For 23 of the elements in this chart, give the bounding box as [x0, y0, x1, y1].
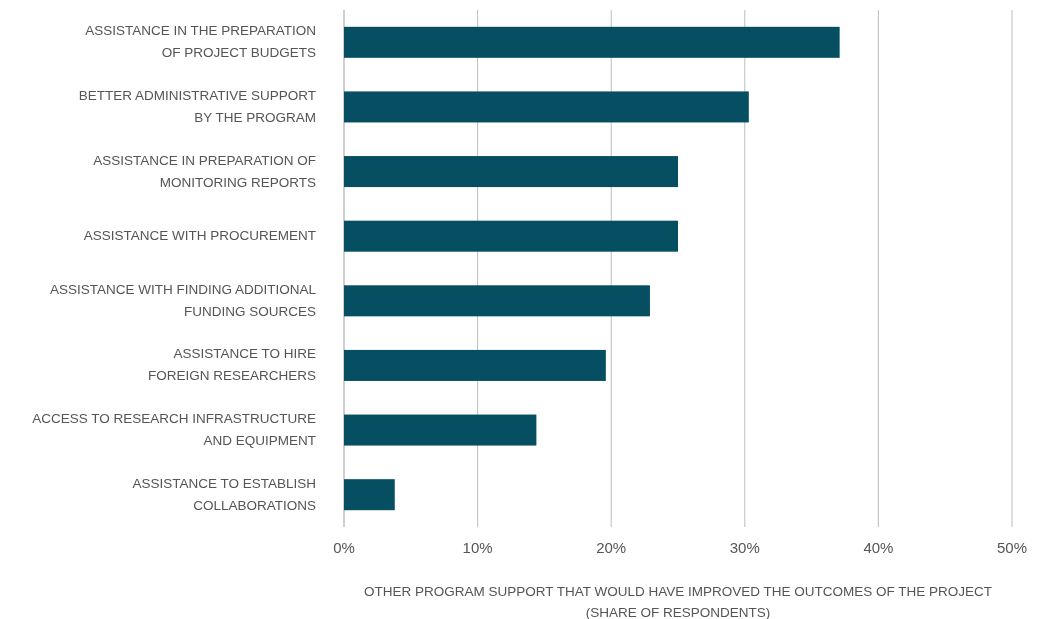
bar — [344, 349, 606, 381]
bar — [344, 26, 840, 58]
bar — [344, 414, 537, 446]
y-tick-label: ASSISTANCE TO ESTABLISH COLLABORATIONS — [132, 475, 316, 513]
x-axis-title: OTHER PROGRAM SUPPORT THAT WOULD HAVE IMPROVED THE OUTCOMES OF THE PROJECT (SHARE OF RESPONDENTS) — [363, 583, 993, 619]
bar — [344, 220, 678, 252]
y-tick-label: ASSISTANCE WITH FINDING ADDITIONAL FUNDING SOURCES — [49, 281, 317, 319]
x-tick-label: 40% — [863, 538, 894, 556]
y-tick-label: ASSISTANCE IN PREPARATION OF MONITORING REPORTS — [93, 152, 316, 190]
bar — [344, 156, 678, 188]
y-tick-label: ASSISTANCE TO HIRE FOREIGN RESEARCHERS — [147, 346, 316, 383]
x-tick-label: 10% — [462, 538, 493, 556]
x-tick-label: 50% — [996, 538, 1028, 556]
y-tick-label: BETTER ADMINISTRATIVE SUPPORT BY THE PROGRAM — [78, 87, 316, 125]
bar — [344, 91, 749, 123]
y-tick-label: ACCESS TO RESEARCH INFRASTRUCTURE AND EQUIPMENT — [32, 410, 316, 448]
x-tick-label: 20% — [596, 538, 627, 556]
y-tick-label: ASSISTANCE IN THE PREPARATION OF PROJECT BUDGETS — [85, 22, 316, 60]
y-tick-label: ASSISTANCE WITH PROCUREMENT — [83, 227, 316, 243]
x-tick-label: 0% — [333, 538, 355, 556]
x-tick-label: 30% — [729, 538, 760, 556]
bar — [344, 479, 395, 511]
bar — [344, 285, 650, 317]
